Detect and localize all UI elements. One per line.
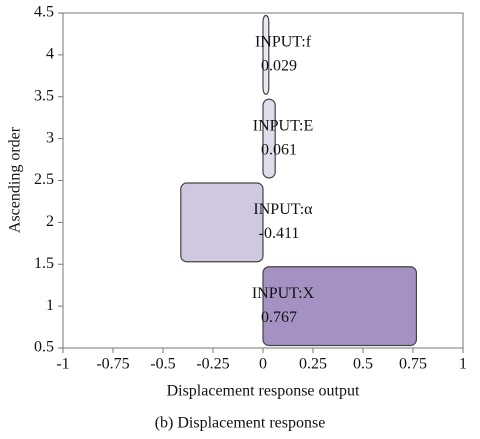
x-tick-label: -1 [56,356,69,373]
x-tick-label: 0 [259,356,267,373]
value-label: 0.061 [261,141,297,158]
bar-category-label: INPUT:X [252,285,315,302]
x-tick-label: -0.5 [150,356,175,373]
y-tick-label: 2.5 [34,171,54,188]
bar [262,266,417,347]
x-tick-label: 1 [459,356,467,373]
x-tick-label: -0.75 [96,356,129,373]
bar [180,182,264,263]
bar [262,98,276,179]
y-tick-label: 1 [46,297,54,314]
value-label: 0.767 [261,309,297,326]
y-tick-label: 4 [46,46,54,63]
x-tick-label: 0.75 [399,356,427,373]
y-axis-label: Ascending order [7,126,24,233]
y-tick-label: 3 [46,129,54,146]
value-label: -0.411 [259,225,300,242]
bar-category-label: INPUT:α [253,201,313,218]
y-tick-label: 4.5 [34,4,54,21]
x-tick-label: -0.25 [196,356,229,373]
value-label: 0.029 [261,58,297,75]
x-tick-label: 0.25 [299,356,327,373]
bar [262,14,270,95]
y-tick-label: 0.5 [34,339,54,356]
caption: (b) Displacement response [155,415,326,432]
x-tick-label: 0.5 [353,356,373,373]
x-axis-label: Displacement response output [167,383,360,400]
bar-category-label: INPUT:E [253,117,314,134]
y-tick-label: 1.5 [34,255,54,272]
y-tick-label: 2 [46,213,54,230]
bar-category-label: INPUT:f [255,34,312,51]
y-tick-label: 3.5 [34,87,54,104]
